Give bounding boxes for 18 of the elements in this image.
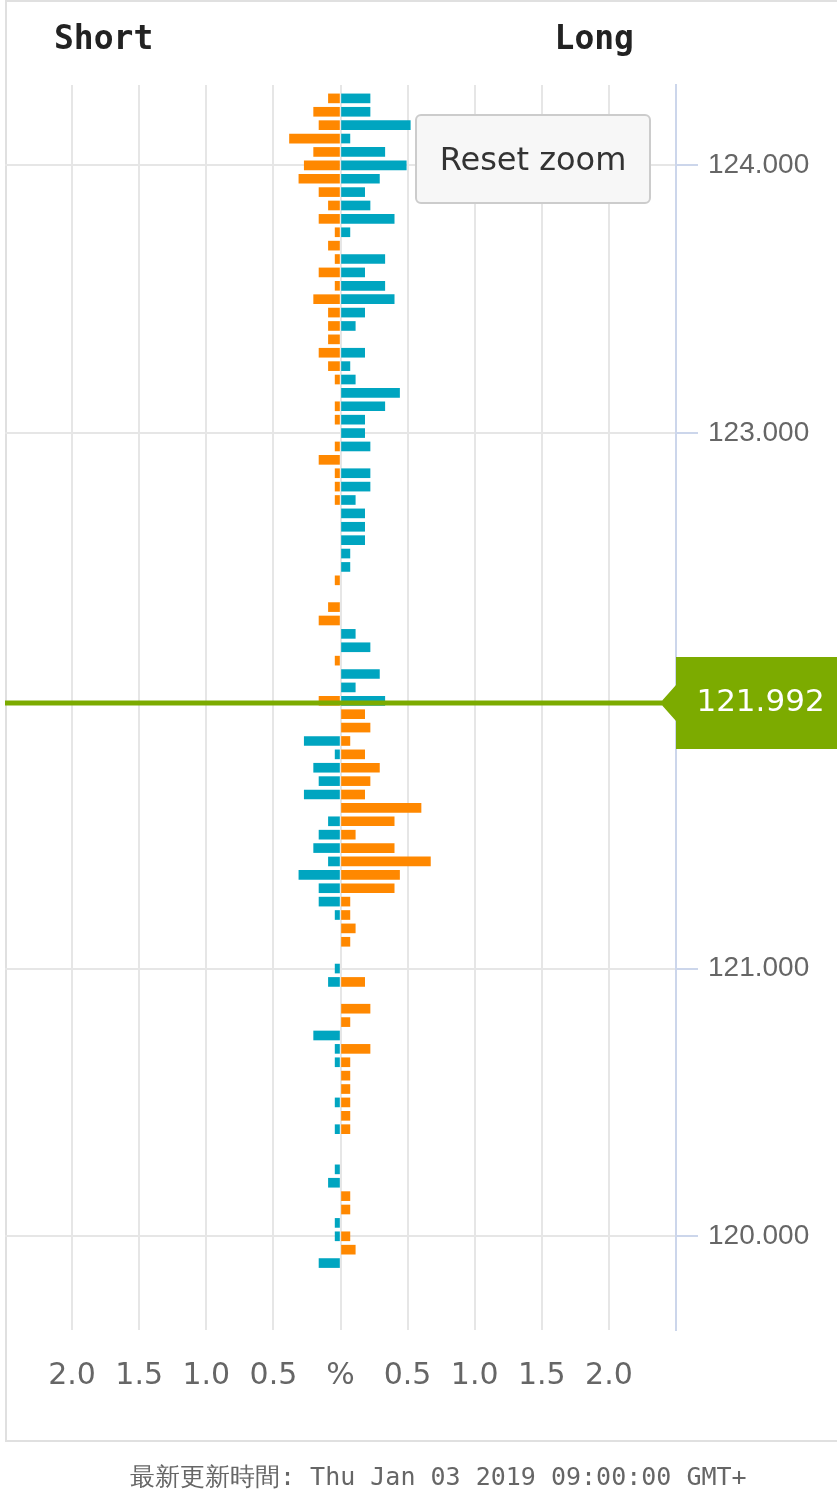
y-tick-label: 120.000 — [708, 1219, 810, 1251]
x-tick-label: % — [326, 1355, 355, 1391]
text: Long — [554, 17, 634, 57]
y-tick-label: 124.000 — [708, 148, 810, 180]
y-tick-label: 123.000 — [708, 415, 810, 447]
x-tick-label: 2.0 — [48, 1355, 96, 1391]
x-tick-label: 1.5 — [517, 1355, 566, 1391]
ref-line-label: 121.992 — [696, 682, 825, 718]
x-tick-label: 2.0 — [585, 1355, 633, 1391]
x-tick-label: 1.0 — [450, 1355, 499, 1391]
x-tick-label: 0.5 — [383, 1355, 432, 1391]
y-tick-label: 121.000 — [708, 951, 810, 983]
text: Short — [54, 17, 154, 57]
text: 最新更新時間: Thu Jan 03 2019 09:00:00 GMT+ — [130, 1461, 747, 1493]
x-tick-label: 0.5 — [249, 1355, 298, 1391]
x-tick-label: 1.5 — [115, 1355, 164, 1391]
reset-zoom-button: Reset zoom — [415, 114, 651, 204]
x-tick-label: 1.0 — [182, 1355, 231, 1391]
